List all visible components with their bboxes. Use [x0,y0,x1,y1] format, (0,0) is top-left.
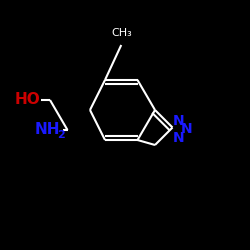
Text: N: N [173,130,184,144]
Text: N: N [180,122,192,136]
Text: N: N [173,114,184,128]
Text: NH: NH [35,122,60,138]
Text: CH₃: CH₃ [111,28,132,38]
Text: HO: HO [14,92,40,108]
Text: 2: 2 [56,130,64,140]
